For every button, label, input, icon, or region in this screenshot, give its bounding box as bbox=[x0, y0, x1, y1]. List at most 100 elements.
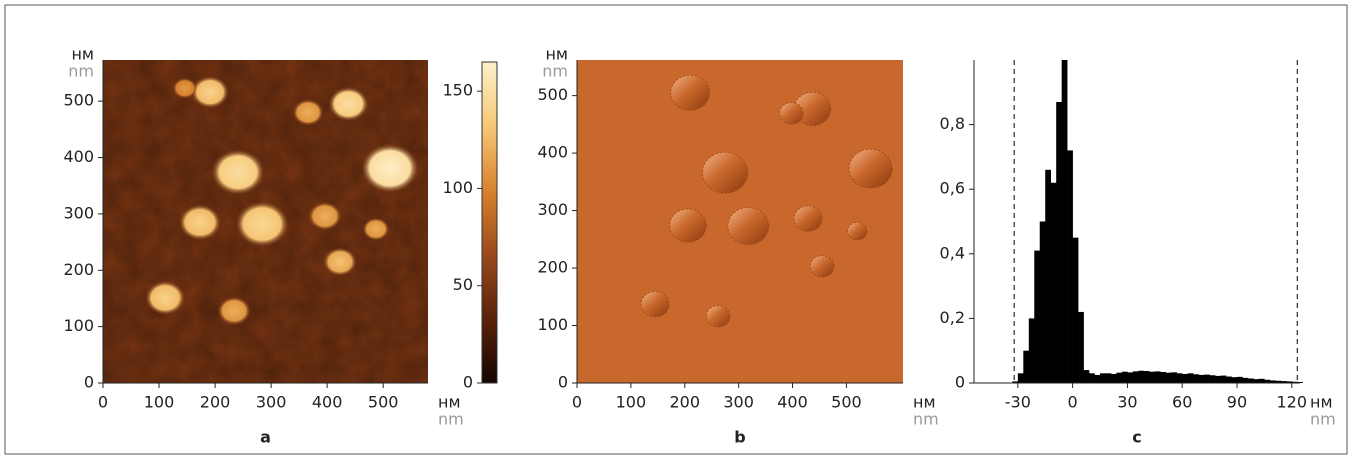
y-tick-label: 0,6 bbox=[940, 179, 965, 198]
x-tick-label: 200 bbox=[669, 393, 700, 412]
x-tick-label: 300 bbox=[723, 393, 754, 412]
colorbar bbox=[481, 61, 498, 384]
bar bbox=[1121, 371, 1128, 383]
x-unit: nm bbox=[913, 410, 939, 429]
bar bbox=[1143, 371, 1150, 383]
bar bbox=[1083, 370, 1090, 383]
bar bbox=[1176, 373, 1183, 383]
y-tick-label: 100 bbox=[63, 316, 94, 335]
colorbar-tick-label: 50 bbox=[453, 275, 473, 294]
x-tick-label: 400 bbox=[777, 393, 808, 412]
panel: 0 50 100 150 0 100 200 300 400 500 0 100 200 300 400 50… bbox=[63, 45, 498, 447]
bar bbox=[1236, 376, 1243, 383]
particle bbox=[178, 204, 222, 241]
bar bbox=[1127, 372, 1134, 383]
bar bbox=[1253, 379, 1260, 383]
y-tick-label: 200 bbox=[63, 260, 94, 279]
particle bbox=[292, 99, 324, 126]
bar bbox=[1023, 350, 1030, 383]
bar bbox=[1204, 374, 1210, 383]
y-unit: нм bbox=[71, 45, 94, 64]
y-tick-label: 0,8 bbox=[940, 114, 965, 133]
particle bbox=[793, 91, 832, 126]
x-tick-label: 100 bbox=[616, 393, 647, 412]
particle bbox=[217, 296, 251, 326]
x-tick-label: -30 bbox=[1005, 393, 1031, 412]
y-tick-label: 400 bbox=[63, 147, 94, 166]
bar bbox=[1209, 375, 1216, 383]
bar bbox=[1094, 374, 1101, 383]
particle bbox=[727, 207, 770, 246]
particle bbox=[328, 86, 369, 122]
particle bbox=[779, 102, 804, 125]
particle bbox=[793, 205, 823, 232]
bar bbox=[1247, 378, 1254, 383]
bar bbox=[1291, 381, 1298, 383]
particle bbox=[670, 74, 710, 111]
bar bbox=[1089, 373, 1095, 383]
bar bbox=[1034, 250, 1041, 383]
x-tick-label: 30 bbox=[1117, 393, 1137, 412]
bar bbox=[1182, 373, 1188, 383]
y-tick-label: 0 bbox=[955, 373, 965, 392]
x-unit: нм bbox=[438, 393, 461, 412]
x-tick-label: 500 bbox=[368, 393, 399, 412]
bar bbox=[1280, 381, 1287, 383]
x-tick-label: 60 bbox=[1172, 393, 1192, 412]
bar bbox=[1050, 182, 1057, 383]
bar bbox=[1100, 373, 1106, 383]
x-tick-label: 400 bbox=[312, 393, 343, 412]
bar bbox=[1269, 380, 1276, 383]
bar bbox=[1012, 381, 1019, 383]
bar bbox=[1231, 377, 1238, 383]
y-tick-label: 0 bbox=[558, 373, 568, 392]
y-tick-label: 0,4 bbox=[940, 243, 965, 262]
bar bbox=[1056, 101, 1062, 384]
bar bbox=[1193, 374, 1199, 383]
y-tick-label: 100 bbox=[537, 315, 568, 334]
bar bbox=[1165, 372, 1172, 383]
panel: 0 100 200 300 400 5000100200300400500нмnmнмnm… bbox=[537, 45, 938, 447]
y-tick-label: 0 bbox=[84, 373, 94, 392]
bar bbox=[1220, 375, 1227, 383]
x-tick-label: 0 bbox=[572, 393, 582, 412]
particle bbox=[235, 201, 290, 248]
x-tick-label: 0 bbox=[98, 393, 108, 412]
bar bbox=[1110, 373, 1117, 383]
y-unit: nm bbox=[68, 62, 94, 81]
x-unit: nm bbox=[438, 410, 464, 429]
y-tick-label: 0,2 bbox=[940, 308, 965, 327]
bar bbox=[1061, 60, 1068, 383]
x-unit: нм bbox=[1310, 393, 1333, 412]
bar bbox=[1154, 371, 1161, 383]
y-unit: нм bbox=[545, 45, 568, 64]
panel-label: c bbox=[1132, 428, 1141, 447]
bar bbox=[1072, 237, 1079, 383]
particle bbox=[705, 305, 731, 328]
bar bbox=[1242, 377, 1249, 383]
panel-label: a bbox=[260, 428, 271, 447]
particle bbox=[847, 222, 868, 241]
bar bbox=[1045, 169, 1052, 383]
bar bbox=[1160, 372, 1167, 383]
frame bbox=[4, 4, 1348, 455]
y-tick-label: 500 bbox=[63, 91, 94, 110]
x-tick-label: 500 bbox=[831, 393, 862, 412]
particle bbox=[308, 201, 342, 231]
bar bbox=[1149, 371, 1156, 383]
bar bbox=[1171, 372, 1178, 383]
bar bbox=[1039, 221, 1046, 383]
particle bbox=[669, 208, 707, 243]
particle bbox=[211, 149, 265, 196]
y-tick-label: 200 bbox=[537, 258, 568, 277]
particle bbox=[702, 151, 749, 194]
particle bbox=[145, 280, 186, 316]
particle bbox=[362, 217, 390, 241]
bar bbox=[1067, 150, 1073, 383]
colorbar-tick-label: 150 bbox=[442, 81, 473, 100]
bar bbox=[1198, 374, 1205, 383]
panel-label: b bbox=[734, 428, 745, 447]
x-unit: nm bbox=[1310, 410, 1336, 429]
